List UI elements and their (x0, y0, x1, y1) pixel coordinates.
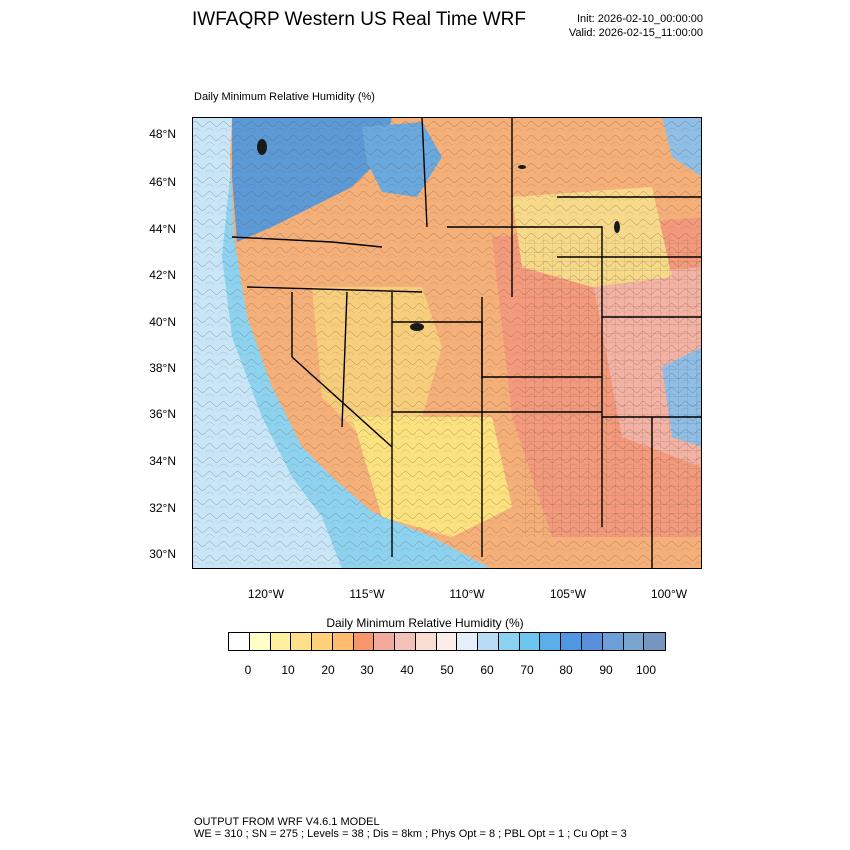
colorbar-swatch (498, 633, 520, 650)
footer-model-line: OUTPUT FROM WRF V4.6.1 MODEL (194, 816, 380, 828)
colorbar-swatch (312, 633, 333, 650)
colorbar-swatch (291, 633, 313, 650)
colorbar-label: 0 (244, 663, 252, 677)
humidity-map (192, 117, 702, 569)
init-time: Init: 2026-02-10_00:00:00 (577, 13, 703, 25)
lat-tick: 30°N (149, 547, 176, 561)
plot-title: IWFAQRP Western US Real Time WRF (192, 9, 526, 30)
lon-tick: 105°W (549, 587, 587, 601)
colorbar-swatch (353, 633, 375, 650)
colorbar-swatch (540, 633, 562, 650)
colorbar-swatch (229, 633, 250, 650)
lat-tick: 32°N (149, 501, 176, 515)
colorbar-swatch (582, 633, 603, 650)
colorbar-swatch (644, 633, 666, 650)
colorbar-title: Daily Minimum Relative Humidity (%) (326, 616, 524, 630)
colorbar (228, 632, 666, 651)
state-borders (231, 117, 702, 569)
colorbar-label: 10 (281, 663, 295, 677)
colorbar-label: 30 (360, 663, 374, 677)
lon-tick: 100°W (650, 587, 688, 601)
lat-tick: 38°N (149, 361, 176, 375)
colorbar-swatch (374, 633, 396, 650)
colorbar-label: 50 (440, 663, 454, 677)
lat-tick: 46°N (149, 175, 176, 189)
colorbar-label: 80 (559, 663, 573, 677)
lon-tick: 115°W (349, 587, 385, 601)
colorbar-swatch (249, 633, 271, 650)
map-subtitle: Daily Minimum Relative Humidity (%) (194, 91, 375, 103)
lat-tick: 48°N (149, 127, 176, 141)
colorbar-swatch (457, 633, 479, 650)
lon-tick: 110°W (449, 587, 485, 601)
colorbar-swatch (270, 633, 292, 650)
colorbar-label: 60 (480, 663, 494, 677)
county-grid (522, 237, 702, 537)
colorbar-label: 20 (321, 663, 335, 677)
colorbar-label: 90 (599, 663, 613, 677)
colorbar-label: 40 (400, 663, 414, 677)
colorbar-label: 70 (520, 663, 534, 677)
lat-tick: 44°N (149, 222, 176, 236)
lat-tick: 40°N (149, 315, 176, 329)
lakes (257, 139, 620, 331)
lat-tick: 42°N (149, 268, 176, 282)
colorbar-swatch (519, 633, 541, 650)
colorbar-swatch (395, 633, 416, 650)
colorbar-swatch (415, 633, 437, 650)
colorbar-swatch (332, 633, 354, 650)
lon-tick: 120°W (247, 587, 285, 601)
colorbar-label: 100 (635, 663, 657, 677)
colorbar-swatch (478, 633, 499, 650)
lat-tick: 34°N (149, 454, 176, 468)
valid-time: Valid: 2026-02-15_11:00:00 (568, 27, 703, 39)
footer-config-line: WE = 310 ; SN = 275 ; Levels = 38 ; Dis … (194, 828, 627, 840)
colorbar-swatch (602, 633, 624, 650)
colorbar-swatch (561, 633, 583, 650)
colorbar-swatch (436, 633, 458, 650)
colorbar-swatch (623, 633, 645, 650)
lat-tick: 36°N (149, 407, 176, 421)
